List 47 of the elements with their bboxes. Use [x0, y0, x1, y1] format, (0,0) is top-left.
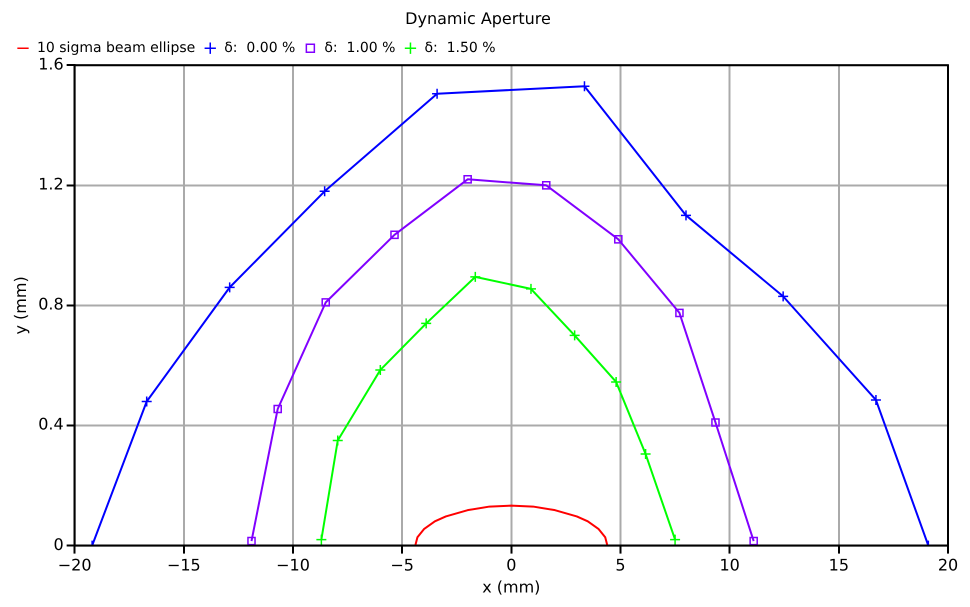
x-axis-title: x (mm) [482, 578, 540, 597]
y-tick-label: 0 [53, 534, 64, 554]
legend-label: δ: 1.00 % [324, 40, 396, 56]
point [316, 534, 328, 546]
point [273, 404, 282, 414]
point [640, 448, 652, 460]
point [610, 376, 622, 388]
point [140, 396, 152, 408]
point [711, 418, 720, 427]
point [525, 283, 537, 295]
chart-title: Dynamic Aperture [405, 8, 551, 28]
y-tick-label: 1.6 [38, 54, 64, 74]
point [247, 536, 256, 546]
x-tick-label: 20 [938, 555, 958, 574]
point [777, 290, 789, 302]
x-tick-label: 0 [506, 555, 516, 574]
y-tick-label: 1.2 [38, 174, 64, 194]
point [390, 230, 399, 240]
point [614, 235, 623, 244]
x-tick-label: −20 [58, 555, 92, 574]
point [675, 308, 684, 318]
x-tick-label: −15 [166, 555, 201, 574]
y-tick-label: 0.8 [38, 294, 64, 314]
legend-label: δ: 0.00 % [224, 40, 296, 56]
legend-label: δ: 1.50 % [424, 40, 496, 56]
point [568, 330, 580, 342]
point [680, 210, 692, 222]
x-tick-label: 15 [828, 555, 850, 574]
x-tick-label: 5 [615, 555, 626, 574]
point [463, 175, 472, 184]
y-tick-label: 0.4 [38, 414, 64, 434]
legend-label: 10 sigma beam ellipse [37, 40, 196, 56]
y-axis-title: y (mm) [10, 276, 30, 335]
point [318, 186, 330, 198]
point [870, 394, 882, 406]
point [374, 364, 386, 376]
point [542, 181, 551, 190]
point [470, 271, 482, 283]
point [224, 282, 236, 294]
x-tick-label: −5 [390, 555, 414, 574]
point [749, 536, 758, 546]
point [332, 434, 344, 446]
point [420, 318, 432, 330]
point [669, 534, 681, 546]
x-tick-label: −10 [276, 555, 310, 574]
point [321, 298, 330, 307]
x-tick-label: 10 [719, 555, 740, 574]
